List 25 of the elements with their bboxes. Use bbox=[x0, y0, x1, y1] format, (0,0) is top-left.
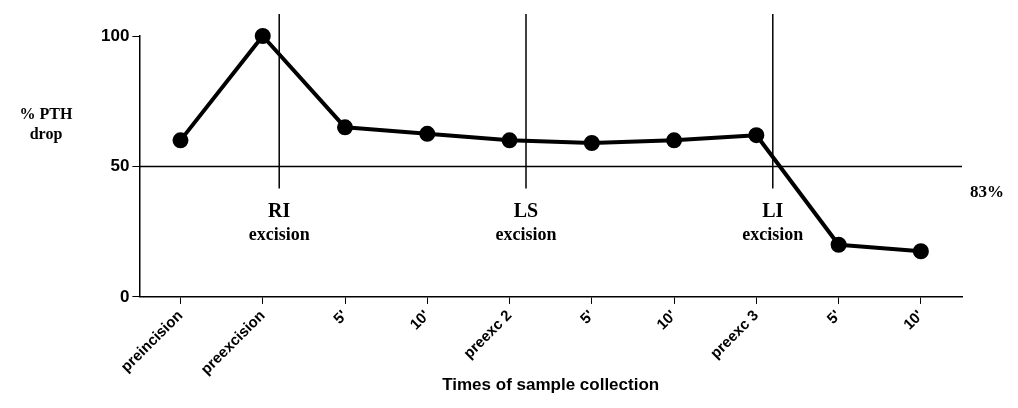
y-tick-label: 100 bbox=[100, 25, 130, 45]
y-tick-label: 50 bbox=[110, 156, 130, 176]
point bbox=[337, 119, 354, 136]
ref-line-label: LI excision bbox=[742, 198, 804, 245]
point bbox=[666, 132, 683, 149]
x-tick-label: 10' bbox=[652, 306, 680, 333]
point bbox=[830, 236, 847, 253]
point bbox=[172, 132, 189, 149]
ref-line-label: RI excision bbox=[248, 198, 310, 245]
point bbox=[501, 132, 518, 149]
x-tick-label: 5' bbox=[823, 306, 844, 327]
x-tick-label: 5' bbox=[329, 306, 351, 327]
y-tick-label: 0 bbox=[119, 286, 130, 306]
point bbox=[419, 125, 436, 142]
ref-line-label: LS excision bbox=[495, 198, 557, 245]
text: 83% bbox=[970, 181, 1004, 201]
x-tick-label: 10' bbox=[405, 306, 433, 333]
point bbox=[583, 134, 600, 151]
x-tick-label: 5' bbox=[576, 306, 597, 327]
x-axis-title: Times of sample collection bbox=[442, 375, 660, 395]
x-tick-label: 10' bbox=[899, 306, 926, 333]
point bbox=[912, 243, 929, 260]
point bbox=[748, 127, 765, 144]
y-axis-title: % PTH drop bbox=[19, 104, 73, 143]
point bbox=[254, 28, 271, 44]
